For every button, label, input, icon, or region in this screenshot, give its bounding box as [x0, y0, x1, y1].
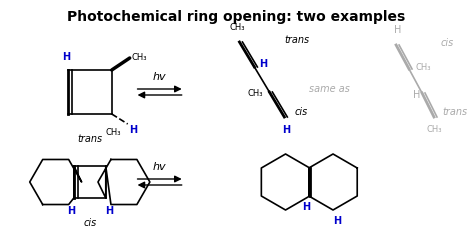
- Text: H: H: [62, 52, 70, 62]
- Text: H: H: [105, 206, 113, 216]
- Text: Photochemical ring opening: two examples: Photochemical ring opening: two examples: [67, 10, 406, 24]
- Text: H: H: [67, 206, 75, 216]
- Text: trans: trans: [77, 134, 102, 144]
- Text: cis: cis: [441, 38, 454, 48]
- Text: CH₃: CH₃: [106, 128, 121, 137]
- Text: H: H: [333, 216, 341, 226]
- Text: H: H: [129, 125, 137, 135]
- Text: CH₃: CH₃: [415, 62, 430, 71]
- Text: same as: same as: [309, 84, 350, 94]
- Text: trans: trans: [284, 35, 310, 45]
- Text: trans: trans: [442, 107, 467, 117]
- Text: CH₃: CH₃: [230, 23, 245, 32]
- Text: CH₃: CH₃: [132, 53, 147, 62]
- Text: cis: cis: [83, 218, 96, 228]
- Text: CH₃: CH₃: [426, 125, 442, 134]
- Text: H: H: [301, 202, 310, 212]
- Text: H: H: [259, 59, 267, 69]
- Text: CH₃: CH₃: [248, 89, 264, 99]
- Text: H: H: [394, 25, 402, 35]
- Text: cis: cis: [294, 107, 308, 117]
- Text: H: H: [413, 90, 420, 100]
- Text: hv: hv: [153, 162, 166, 172]
- Text: H: H: [283, 125, 291, 135]
- Text: hv: hv: [153, 72, 166, 82]
